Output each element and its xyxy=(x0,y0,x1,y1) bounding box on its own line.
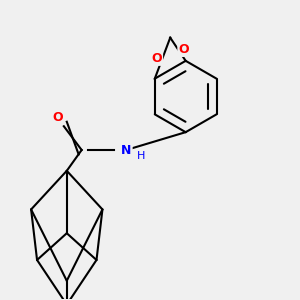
Text: O: O xyxy=(151,52,162,65)
Text: H: H xyxy=(137,151,145,161)
Text: N: N xyxy=(121,143,131,157)
Text: O: O xyxy=(178,43,189,56)
Text: O: O xyxy=(52,111,63,124)
